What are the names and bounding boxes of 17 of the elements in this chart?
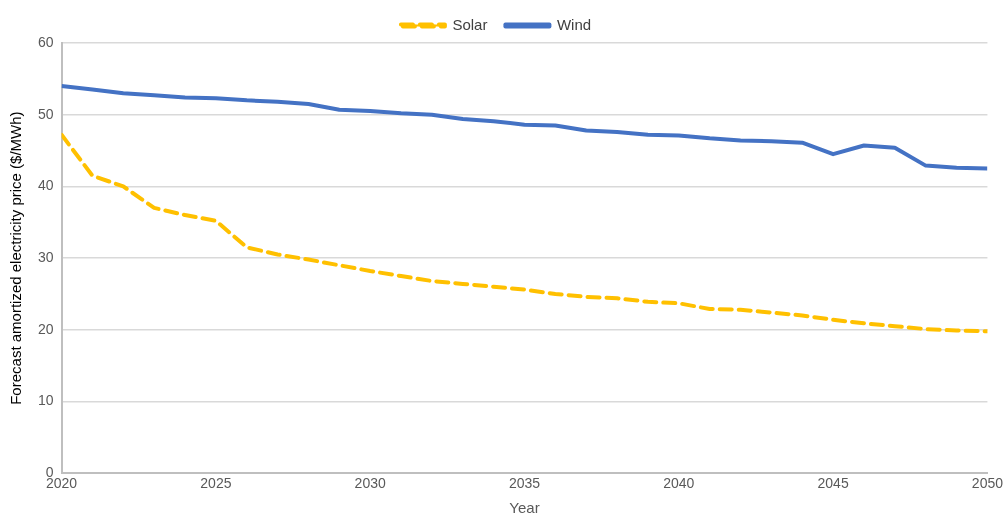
x-axis-title: Year: [509, 499, 540, 517]
x-tick-label: 2030: [354, 475, 386, 492]
y-tick-label: 40: [37, 177, 54, 194]
line-series: [61, 132, 988, 334]
x-tick-label: 2050: [971, 475, 1004, 492]
x-tick-label: 2040: [663, 475, 695, 492]
y-tick-label: 50: [37, 105, 54, 122]
legend-label: Wind: [556, 15, 592, 33]
x-tick-label: 2025: [200, 475, 232, 492]
legend-label: Solar: [452, 15, 488, 33]
x-tick-label: 2035: [508, 475, 541, 492]
y-axis-title: Forecast amortized electricity price ($/MWh): [7, 111, 25, 405]
y-tick-label: 30: [37, 248, 54, 265]
y-tick-label: 60: [37, 33, 54, 50]
x-tick-label: 2045: [817, 475, 849, 492]
y-tick-label: 20: [37, 320, 54, 337]
y-tick-label: 10: [37, 392, 54, 409]
